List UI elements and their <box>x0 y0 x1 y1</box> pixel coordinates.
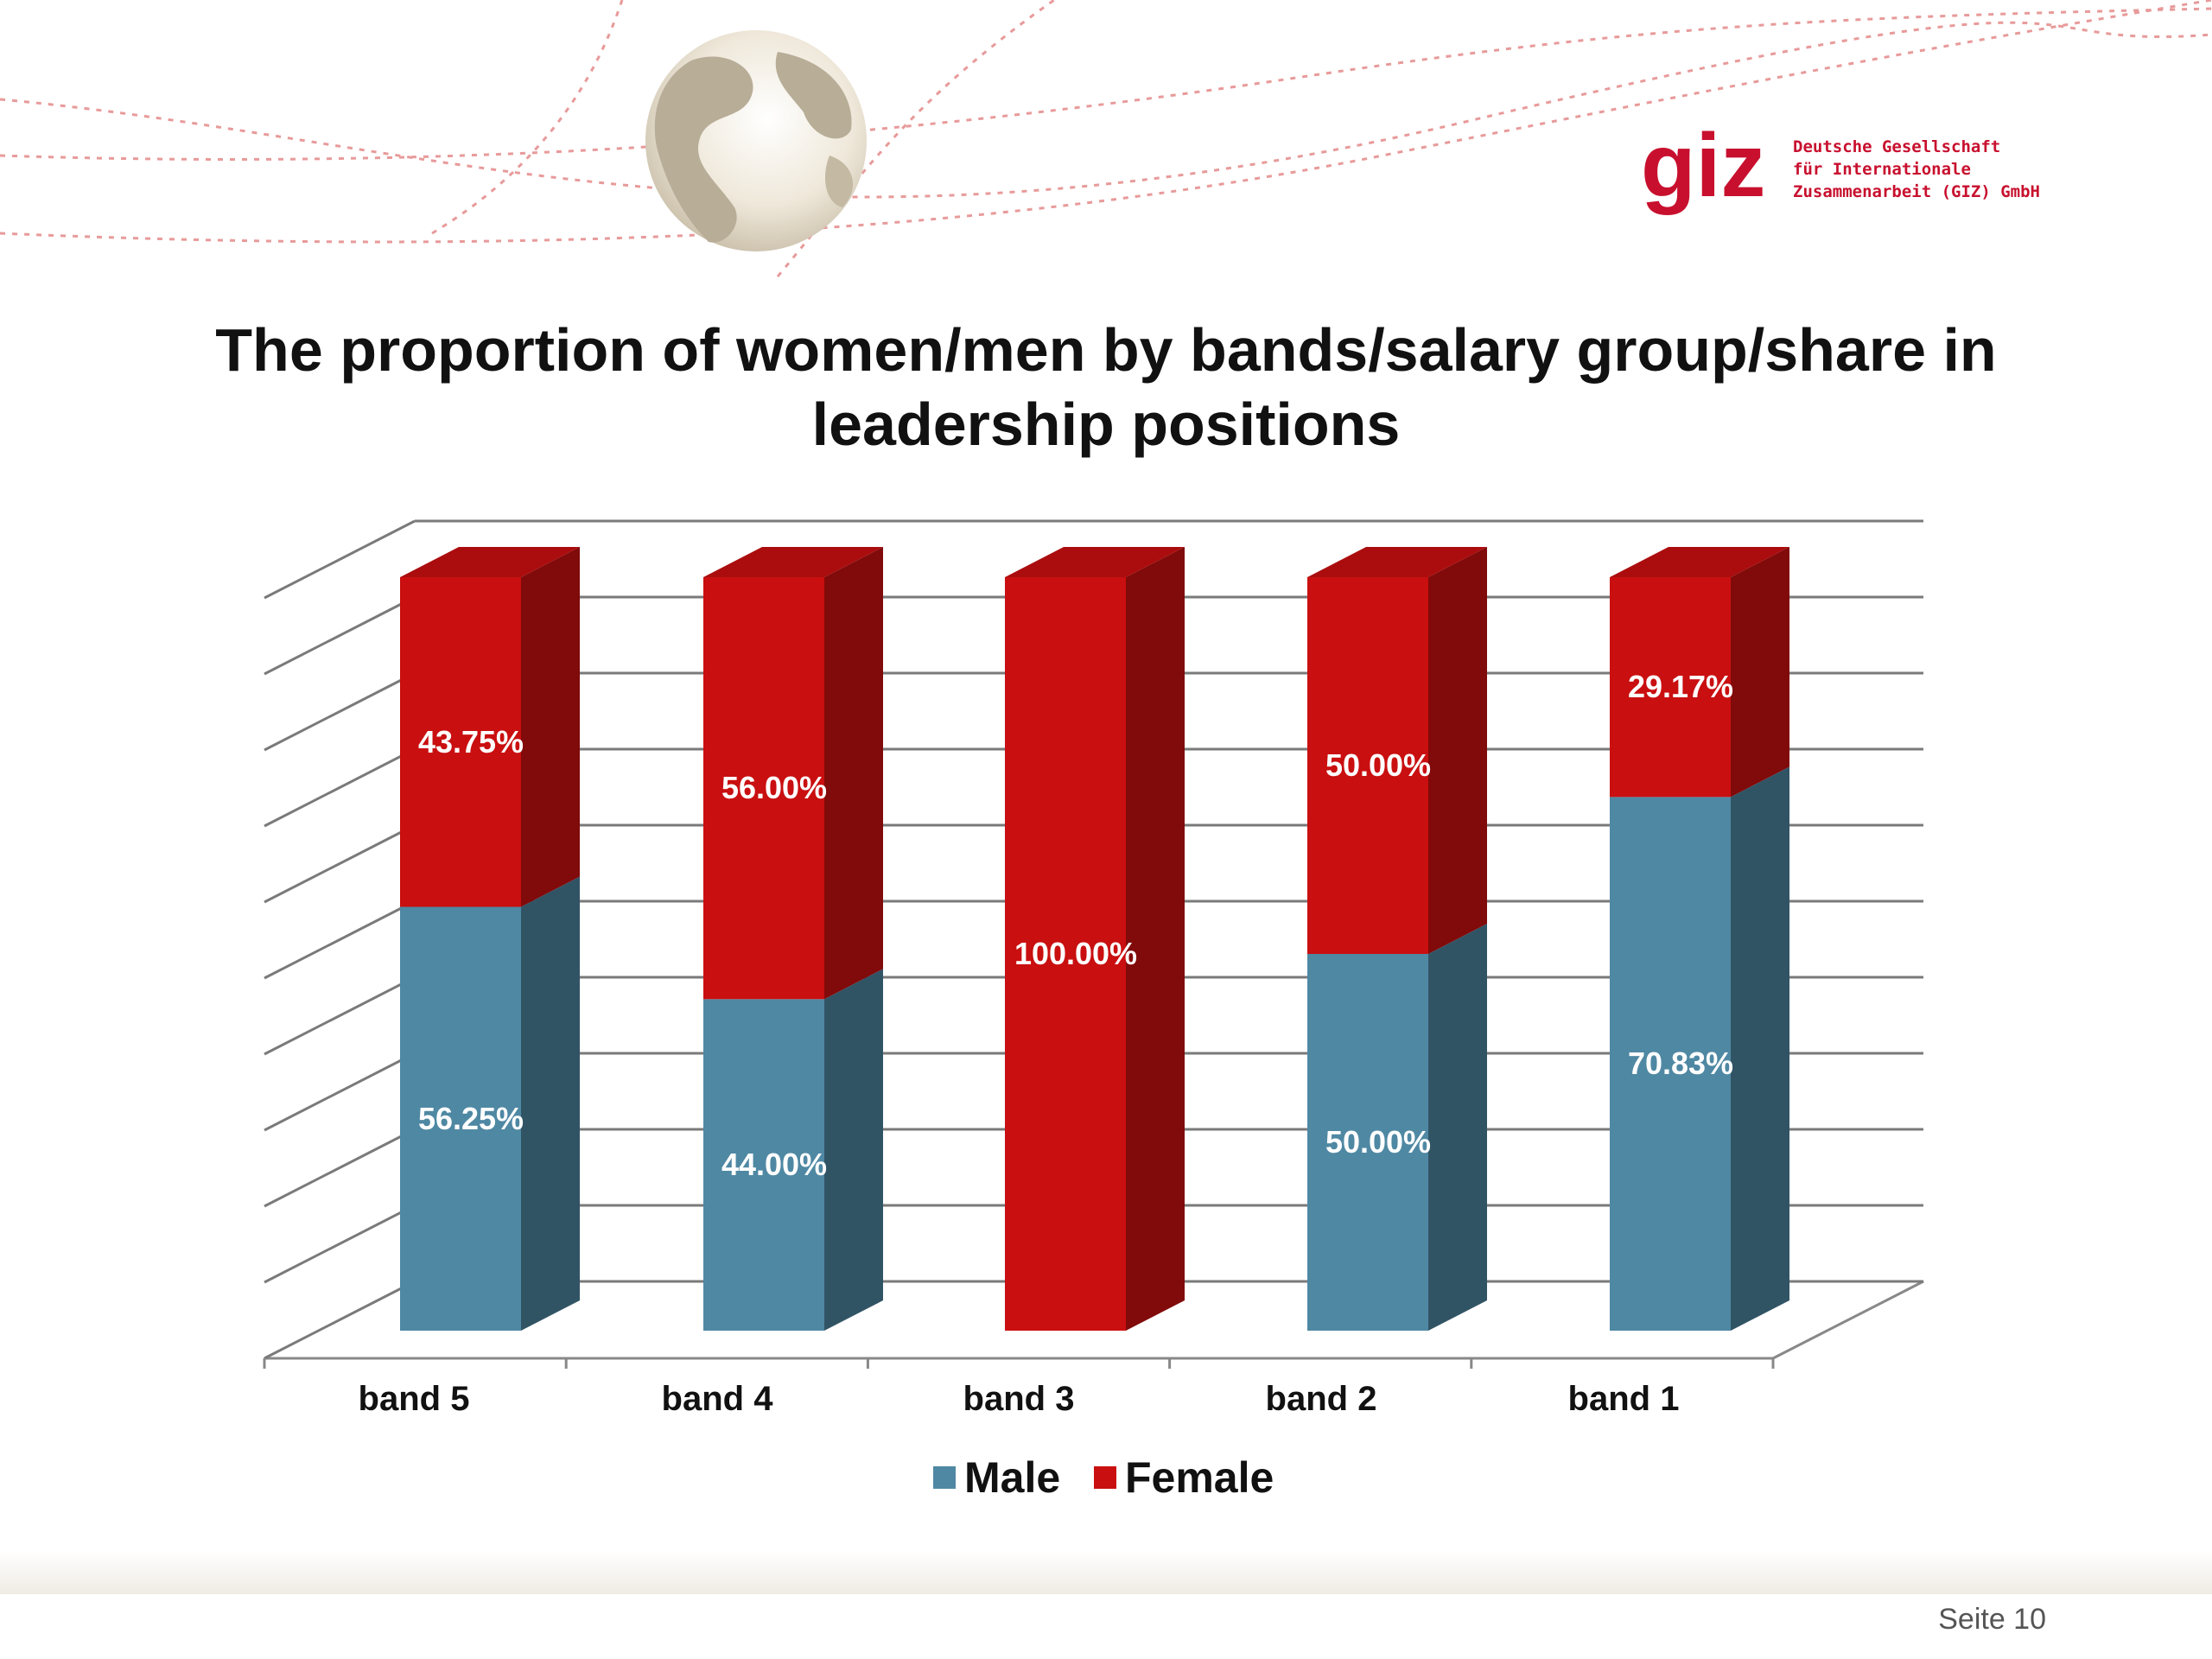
x-tick-label: band 5 <box>359 1380 470 1418</box>
bar-female-front <box>1005 577 1126 1331</box>
bar-top <box>1005 547 1185 577</box>
giz-wordmark: giz <box>1641 125 1765 216</box>
gridline-side <box>264 1128 416 1208</box>
x-tick-label: band 2 <box>1266 1380 1377 1418</box>
gridline-side <box>264 1052 416 1132</box>
data-label-female: 56.00% <box>721 770 827 805</box>
bar-top <box>1610 547 1789 577</box>
slide-title-line-2: leadership positions <box>811 391 1401 458</box>
footer-band <box>0 1551 2212 1594</box>
gridline-side <box>264 1204 416 1284</box>
legend-male-swatch <box>933 1466 956 1489</box>
logo-line-3: Zusammenarbeit (GIZ) GmbH <box>1793 182 2040 201</box>
bar-female-side <box>1731 547 1789 798</box>
data-label-male: 56.25% <box>418 1101 524 1136</box>
data-label-female: 29.17% <box>1628 669 1733 704</box>
bar-male-front <box>400 906 521 1331</box>
bar-male-side <box>824 969 883 1331</box>
bar-male-side <box>1731 766 1789 1331</box>
bar-male-side <box>521 876 580 1331</box>
legend-female: Female <box>1094 1452 1274 1503</box>
slide-title-line-1: The proportion of women/men by bands/sal… <box>215 316 1997 384</box>
bar-male-front <box>1610 797 1731 1331</box>
gridline-side <box>264 1280 416 1360</box>
bar-female-front <box>703 577 824 1000</box>
x-tick-label: band 3 <box>963 1380 1075 1418</box>
bar-female-side <box>1428 547 1487 954</box>
bar-top <box>1307 547 1487 577</box>
header-decoration <box>0 0 2212 277</box>
legend-female-swatch <box>1094 1466 1116 1489</box>
gridline-side <box>264 823 416 904</box>
bar-female-side <box>1126 547 1185 1331</box>
bar-female-side <box>824 547 883 1000</box>
svg-text:giz: giz <box>1641 125 1765 216</box>
gridline-side <box>264 747 416 828</box>
legend-female-label: Female <box>1125 1453 1274 1502</box>
gridline-side <box>264 899 416 980</box>
x-tick-label: band 1 <box>1568 1380 1680 1418</box>
gridline-side <box>264 671 416 752</box>
data-label-male: 44.00% <box>721 1147 827 1182</box>
data-label-male: 70.83% <box>1628 1046 1733 1081</box>
gridline-side <box>264 595 416 676</box>
globe-icon <box>645 30 867 251</box>
gridline-side <box>264 519 416 600</box>
stacked-bar-chart: 56.25% 43.75% band 5 44.00% 56.00% band 4 100.… <box>263 519 1924 1418</box>
bar-female-front <box>1610 577 1731 798</box>
bar-male-front <box>1307 954 1428 1331</box>
bar-male-front <box>703 999 824 1331</box>
data-label-female: 100.00% <box>1014 936 1137 971</box>
x-tick-label: band 4 <box>662 1380 774 1418</box>
logo-line-2: für Internationale <box>1793 160 1971 179</box>
data-label-male: 50.00% <box>1325 1124 1431 1160</box>
giz-logo-text: Deutsche Gesellschaft für Internationale… <box>1793 136 2040 203</box>
logo-line-1: Deutsche Gesellschaft <box>1793 137 2001 156</box>
giz-logo: giz Deutsche Gesellschaft für Internatio… <box>1637 125 2087 238</box>
bar-top <box>703 547 883 577</box>
data-label-female: 43.75% <box>418 724 524 760</box>
bar-female-front <box>400 577 521 907</box>
bar-top <box>400 547 580 577</box>
slide-title: The proportion of women/men by bands/sal… <box>130 313 2082 461</box>
legend-male-label: Male <box>964 1453 1061 1502</box>
bar-female-front <box>1307 577 1428 954</box>
legend-male: Male <box>933 1452 1060 1503</box>
gridline-side <box>264 976 416 1056</box>
x-axis-depth <box>1772 1280 1924 1360</box>
page-number: Seite 10 <box>1938 1603 2046 1636</box>
bar-male-side <box>1428 924 1487 1331</box>
data-label-female: 50.00% <box>1325 747 1431 783</box>
bar-female-side <box>521 547 580 907</box>
